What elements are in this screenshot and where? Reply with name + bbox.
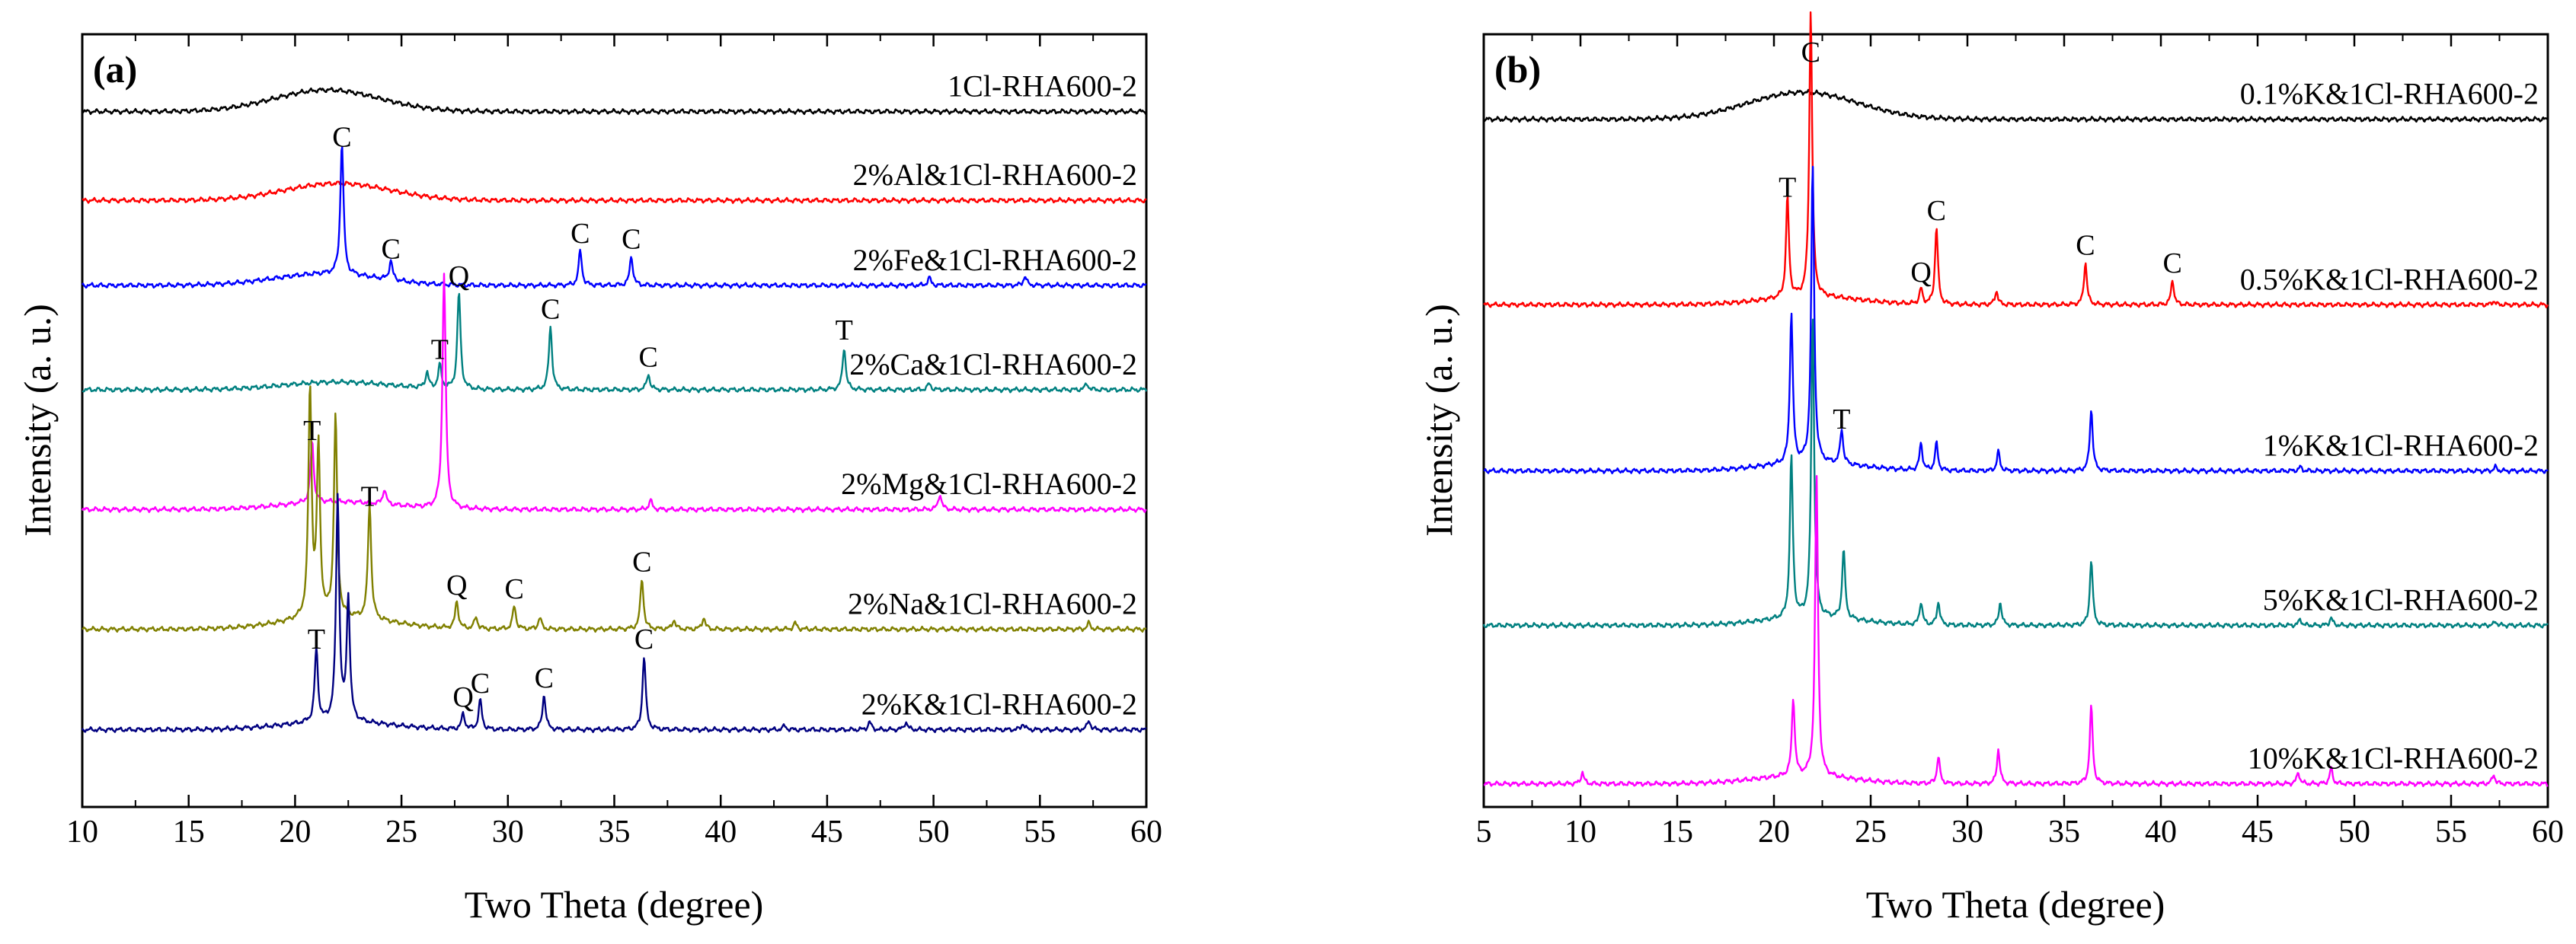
series-labels-a: 1Cl-RHA600-2 2%Al&1Cl-RHA600-2 2%Fe&1Cl-RH… — [841, 69, 1137, 722]
peak-label-a-3-4: C — [622, 223, 641, 255]
x-tick-label-a-9: 55 — [1024, 815, 1056, 850]
trace-a-1 — [81, 87, 1147, 116]
series-label-a-4: 2%Ca&1Cl-RHA600-2 — [849, 347, 1137, 381]
tick-labels-a: 10 15 20 25 30 35 40 45 50 55 60 — [66, 815, 1162, 850]
x-tick-label-a-6: 40 — [705, 815, 737, 850]
peak-label-a-7-7: C — [634, 623, 654, 655]
peak-label-a-7-4: Q — [452, 681, 473, 713]
x-axis-title-a: Two Theta (degree) — [465, 883, 764, 926]
series-label-a-5: 2%Mg&1Cl-RHA600-2 — [841, 467, 1137, 501]
x-tick-label-b-0: 5 — [1476, 815, 1492, 850]
peak-label-b-2-6: C — [2076, 229, 2095, 261]
x-tick-label-b-6: 35 — [2048, 815, 2080, 850]
trace-b-4 — [1482, 318, 2549, 630]
y-axis-title-b: Intensity (a. u.) — [1417, 304, 1460, 536]
peak-label-b-2-4: C — [1927, 195, 1946, 227]
x-tick-label-b-9: 50 — [2338, 815, 2370, 850]
peak-label-a-4-4: C — [639, 342, 658, 374]
panel-b: 0.1%K&1Cl-RHA600-2 0.5%K&1Cl-RHA600-2 1%K&… — [1417, 11, 2565, 926]
peak-label-a-4-1: T — [431, 333, 449, 365]
trace-a-3 — [81, 145, 1147, 289]
plot-frame-b — [1482, 33, 2549, 808]
peak-label-b-2-1: T — [1779, 171, 1796, 203]
x-axis-title-b: Two Theta (degree) — [1866, 883, 2165, 926]
x-tick-label-b-7: 40 — [2145, 815, 2177, 850]
peak-label-a-6-7: C — [505, 573, 524, 605]
peak-label-a-7-6: C — [535, 662, 554, 694]
panel-label-a: (a) — [93, 48, 137, 91]
trace-a-7 — [81, 493, 1147, 733]
peak-label-a-7-5: C — [471, 668, 490, 700]
x-tick-label-a-8: 50 — [918, 815, 950, 850]
peak-label-a-4-3: C — [541, 294, 560, 326]
series-label-a-6: 2%Na&1Cl-RHA600-2 — [848, 587, 1137, 621]
trace-a-2 — [81, 180, 1147, 204]
peak-label-a-3-2: C — [381, 234, 400, 266]
peak-label-b-2-2: C — [1801, 37, 1820, 69]
trace-b-5 — [1483, 475, 2549, 788]
panel-a: 1Cl-RHA600-2 2%Al&1Cl-RHA600-2 2%Fe&1Cl-RH… — [16, 33, 1162, 926]
y-axis-title-a: Intensity (a. u.) — [16, 304, 59, 536]
x-tick-label-a-0: 10 — [66, 815, 98, 850]
peak-label-a-7-1: T — [308, 623, 325, 655]
trace-a-4 — [81, 292, 1148, 394]
traces-a — [81, 87, 1148, 733]
series-label-b-2: 0.5%K&1Cl-RHA600-2 — [2240, 262, 2539, 296]
peak-label-a-6-4: T — [361, 480, 379, 512]
peak-label-a-4-5: T — [836, 314, 853, 346]
series-label-b-4: 5%K&1Cl-RHA600-2 — [2263, 582, 2539, 617]
trace-a-6 — [81, 385, 1147, 633]
x-tick-label-b-10: 55 — [2435, 815, 2467, 850]
peak-label-a-5-1: T — [303, 415, 321, 447]
x-tick-label-b-8: 45 — [2242, 815, 2274, 850]
peak-label-a-3-1: C — [332, 121, 351, 153]
series-labels-b: 0.1%K&1Cl-RHA600-2 0.5%K&1Cl-RHA600-2 1%K&… — [2240, 77, 2539, 776]
series-label-a-1: 1Cl-RHA600-2 — [948, 69, 1137, 104]
series-label-b-5: 10%K&1Cl-RHA600-2 — [2248, 741, 2539, 776]
series-label-a-2: 2%Al&1Cl-RHA600-2 — [853, 158, 1137, 192]
series-label-a-7: 2%K&1Cl-RHA600-2 — [861, 687, 1137, 722]
x-tick-label-b-2: 15 — [1661, 815, 1693, 850]
x-tick-label-b-4: 25 — [1855, 815, 1887, 850]
x-tick-label-a-3: 25 — [385, 815, 417, 850]
x-tick-label-a-2: 20 — [279, 815, 311, 850]
x-tick-label-a-7: 45 — [811, 815, 843, 850]
peak-label-b-2-3: Q — [1910, 257, 1931, 289]
x-tick-label-b-1: 10 — [1564, 815, 1596, 850]
series-label-b-3: 1%K&1Cl-RHA600-2 — [2263, 428, 2539, 462]
trace-b-2 — [1483, 11, 2549, 308]
x-tick-label-b-5: 30 — [1951, 815, 1983, 850]
x-tick-label-a-1: 15 — [173, 815, 205, 850]
trace-a-5 — [81, 273, 1147, 513]
trace-b-1 — [1483, 88, 2549, 123]
traces-b — [1482, 11, 2549, 788]
x-tick-label-b-11: 60 — [2532, 815, 2564, 850]
peak-label-b-2-7: C — [2163, 247, 2182, 279]
peak-label-a-4-2: Q — [449, 260, 469, 292]
peak-label-a-6-5: Q — [446, 569, 467, 601]
peak-label-a-6-9: C — [632, 547, 651, 579]
trace-b-3 — [1483, 165, 2549, 475]
x-tick-label-a-5: 35 — [599, 815, 631, 850]
peak-label-a-3-3: C — [570, 218, 590, 250]
x-tick-label-a-4: 30 — [492, 815, 524, 850]
ticks-a — [81, 34, 1148, 807]
x-tick-label-a-10: 60 — [1130, 815, 1162, 850]
x-tick-label-b-3: 20 — [1758, 815, 1790, 850]
tick-labels-b: 5 10 15 20 25 30 35 40 45 50 55 60 — [1476, 815, 2565, 850]
series-label-a-3: 2%Fe&1Cl-RHA600-2 — [853, 243, 1137, 277]
series-label-b-1: 0.1%K&1Cl-RHA600-2 — [2240, 77, 2539, 111]
peak-label-b-3-3: T — [1833, 403, 1850, 435]
ticks-b — [1482, 34, 2549, 807]
panel-label-b: (b) — [1494, 48, 1541, 91]
